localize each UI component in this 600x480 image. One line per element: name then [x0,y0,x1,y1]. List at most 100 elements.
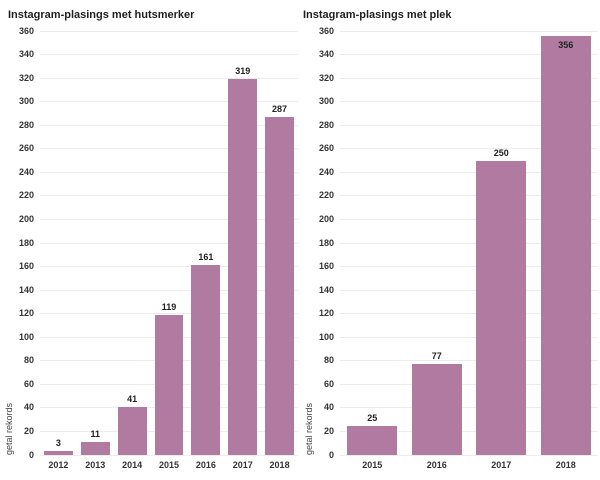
bar-2016 [191,265,221,455]
bar-value-label: 3 [55,438,61,449]
y-tick-label: 80 [23,355,34,366]
chart-instagram-places: Instagram-plasings met plek getal rekord… [300,0,600,480]
gridline [340,242,598,244]
y-tick-label: 320 [18,72,34,83]
bar-value-label: 319 [235,66,251,77]
x-tick-label: 2018 [555,460,576,470]
chart-instagram-hashtags: Instagram-plasings met hutsmerker getal … [4,9,298,470]
gridline [340,148,598,150]
gridline [340,383,598,385]
y-tick-label: 0 [28,449,34,460]
gridline [40,124,298,126]
chart-title: Instagram-plasings met plek [303,9,452,21]
gridline [340,124,598,126]
bar-2013 [80,442,110,455]
y-tick-label: 240 [18,166,34,177]
bar-2016 [411,364,462,455]
x-tick-label: 2015 [158,460,179,470]
chart-title: Instagram-plasings met hutsmerker [8,9,195,21]
plot-area: 0 20 40 60 80 100 120 140 160 180 200 220 240 260 280 3… [319,26,598,470]
x-tick-label: 2016 [195,460,216,470]
gridline [340,218,598,220]
y-tick-label: 180 [18,237,34,248]
x-tick-label: 2013 [85,460,106,470]
y-tick-label: 60 [323,378,334,389]
y-tick-label: 160 [318,261,334,272]
y-tick-label: 200 [318,213,334,224]
gridline [40,30,298,32]
x-tick-label: 2012 [48,460,69,470]
y-tick-label: 240 [318,166,334,177]
gridline [40,242,298,244]
bar-value-label: 77 [431,351,442,362]
x-tick-label: 2017 [232,460,253,470]
gridline [40,218,298,220]
y-tick-label: 100 [18,331,34,342]
bar-2014 [117,406,147,455]
gridline [340,195,598,197]
plot-area: 0 20 40 60 80 100 120 140 160 180 200 220 240 260 280 3… [19,26,298,470]
x-tick-label: 2014 [122,460,143,470]
y-tick-label: 160 [18,261,34,272]
bar-2017 [476,160,527,455]
y-tick-label: 360 [18,25,34,36]
y-tick-label: 320 [318,72,334,83]
y-tick-label: 100 [318,331,334,342]
y-tick-label: 280 [18,119,34,130]
gridline [340,54,598,56]
gridline [40,266,298,268]
gridline [340,336,598,338]
y-tick-label: 260 [18,143,34,154]
gridline [40,171,298,173]
gridline [340,430,598,432]
gridline [340,101,598,103]
bar-2018 [540,35,591,455]
y-tick-label: 60 [23,378,34,389]
y-tick-label: 0 [328,449,334,460]
bar-2015 [154,314,184,455]
gridline [40,313,298,315]
gridline [340,454,598,456]
y-tick-label: 360 [318,25,334,36]
y-tick-label: 140 [318,284,334,295]
y-tick-label: 280 [318,119,334,130]
bar-2018 [265,116,294,455]
y-tick-label: 340 [18,49,34,60]
gridline [340,407,598,409]
gridline [340,289,598,291]
x-tick-label: 2015 [362,460,383,470]
gridline [40,454,298,456]
y-tick-label: 340 [318,49,334,60]
gridline [340,360,598,362]
y-tick-label: 260 [318,143,334,154]
y-tick-label: 300 [318,96,334,107]
gridline [340,30,598,32]
y-tick-label: 40 [323,402,334,413]
gridline [40,77,298,79]
y-tick-label: 80 [323,355,334,366]
gridline [340,171,598,173]
gridline [340,77,598,79]
bar-value-label: 119 [161,301,177,312]
x-tick-label: 2016 [426,460,447,470]
y-tick-label: 20 [323,425,334,436]
bar-2017 [228,79,258,455]
bar-value-label: 356 [558,39,574,50]
bar-value-label: 25 [367,412,378,423]
bar-value-label: 287 [272,103,288,114]
gridline [40,148,298,150]
bar-value-label: 41 [127,393,138,404]
gridline [340,266,598,268]
y-tick-label: 40 [23,402,34,413]
gridline [40,195,298,197]
y-tick-label: 120 [18,308,34,319]
y-tick-label: 300 [18,96,34,107]
y-tick-label: 20 [23,425,34,436]
x-tick-label: 2017 [491,460,512,470]
x-tick-label: 2018 [269,460,290,470]
bar-value-label: 11 [90,429,101,440]
gridline [40,54,298,56]
gridline [340,313,598,315]
bar-value-label: 250 [493,147,509,158]
